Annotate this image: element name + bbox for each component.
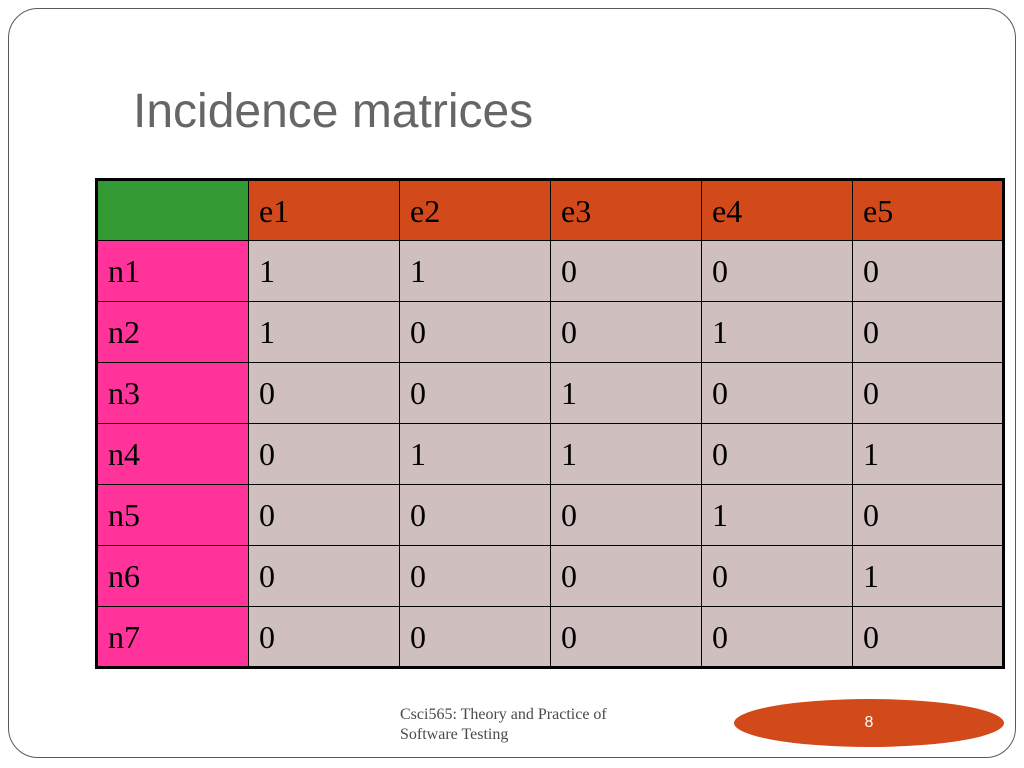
table-cell: 0	[248, 545, 400, 607]
row-header: n4	[96, 423, 249, 485]
table-cell: 0	[399, 362, 551, 424]
column-header: e5	[852, 179, 1004, 241]
row-header: n6	[96, 545, 249, 607]
table-row: n5 0 0 0 1 0	[96, 484, 1004, 546]
table-row: n4 0 1 1 0 1	[96, 423, 1004, 485]
row-header: n5	[96, 484, 249, 546]
table-cell: 1	[701, 484, 853, 546]
incidence-matrix-table: e1 e2 e3 e4 e5 n1 1 1 0 0 0 n2 1 0 0 1 0	[95, 178, 1005, 669]
table-cell: 0	[701, 545, 853, 607]
table-cell: 1	[248, 240, 400, 302]
row-header: n1	[96, 240, 249, 302]
table-cell: 0	[550, 545, 702, 607]
column-header: e4	[701, 179, 853, 241]
table-row: n2 1 0 0 1 0	[96, 301, 1004, 363]
table-cell: 0	[550, 301, 702, 363]
table-header-row: e1 e2 e3 e4 e5	[96, 179, 1004, 241]
table-cell: 0	[701, 606, 853, 668]
slide-frame	[8, 8, 1016, 758]
table-cell: 0	[248, 606, 400, 668]
table-cell: 1	[550, 362, 702, 424]
column-header: e3	[550, 179, 702, 241]
table-row: n6 0 0 0 0 1	[96, 545, 1004, 607]
table-cell: 1	[852, 423, 1004, 485]
table-cell: 1	[550, 423, 702, 485]
table-cell: 0	[550, 484, 702, 546]
table-cell: 1	[399, 240, 551, 302]
table-cell: 0	[852, 240, 1004, 302]
row-header: n3	[96, 362, 249, 424]
table-cell: 0	[399, 545, 551, 607]
table-cell: 0	[852, 362, 1004, 424]
table-cell: 0	[852, 484, 1004, 546]
table-cell: 0	[701, 362, 853, 424]
table-cell: 1	[399, 423, 551, 485]
table-cell: 0	[852, 301, 1004, 363]
table-cell: 0	[550, 240, 702, 302]
table-cell: 0	[399, 606, 551, 668]
page-number: 8	[864, 714, 874, 731]
table-corner-cell	[96, 179, 249, 241]
table-cell: 0	[248, 484, 400, 546]
table-cell: 0	[248, 423, 400, 485]
table-cell: 1	[701, 301, 853, 363]
column-header: e1	[248, 179, 400, 241]
column-header: e2	[399, 179, 551, 241]
table-cell: 0	[550, 606, 702, 668]
table-cell: 0	[701, 240, 853, 302]
table-cell: 0	[701, 423, 853, 485]
table-row: n1 1 1 0 0 0	[96, 240, 1004, 302]
footer-line: Csci565: Theory and Practice of	[400, 706, 607, 723]
table-cell: 0	[248, 362, 400, 424]
row-header: n7	[96, 606, 249, 668]
table-row: n7 0 0 0 0 0	[96, 606, 1004, 668]
page-number-badge: 8	[734, 699, 1004, 747]
footer-line: Software Testing	[400, 726, 509, 743]
table-cell: 0	[399, 484, 551, 546]
slide-footer: Csci565: Theory and Practice of Software…	[400, 705, 700, 745]
table-row: n3 0 0 1 0 0	[96, 362, 1004, 424]
slide-title: Incidence matrices	[133, 85, 534, 138]
table-cell: 0	[399, 301, 551, 363]
table-cell: 1	[248, 301, 400, 363]
table-cell: 1	[852, 545, 1004, 607]
table-cell: 0	[852, 606, 1004, 668]
row-header: n2	[96, 301, 249, 363]
